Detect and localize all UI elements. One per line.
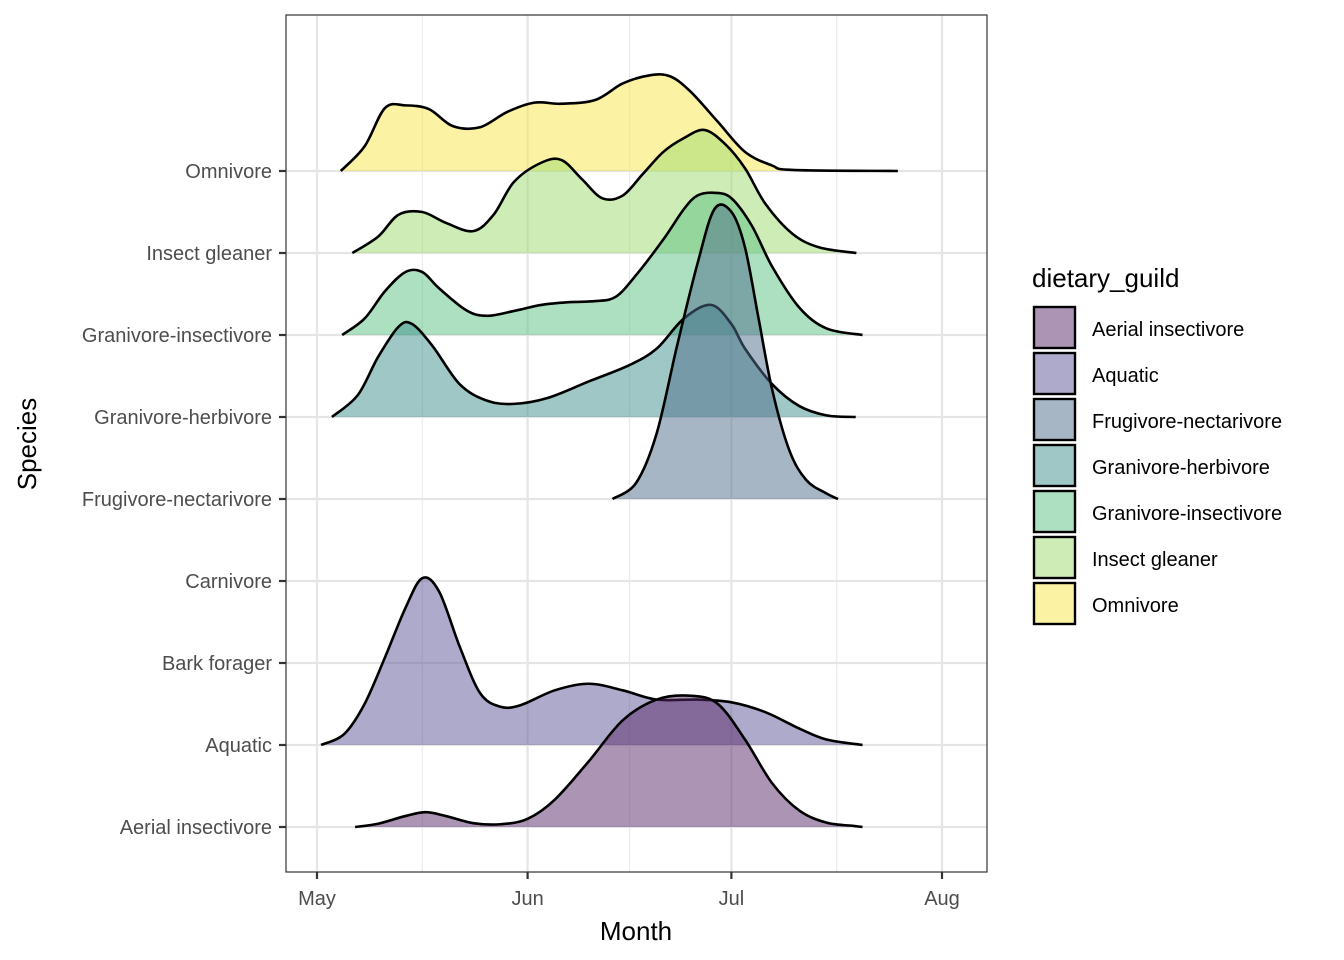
legend-key	[1032, 351, 1077, 396]
legend-label: Granivore-herbivore	[1092, 457, 1270, 479]
legend-key	[1032, 397, 1077, 442]
legend-label: Insect gleaner	[1092, 549, 1218, 571]
ridge-line-omnivore	[339, 73, 898, 173]
legend-label: Granivore-insectivore	[1092, 503, 1282, 525]
y-tick-label: Aerial insectivore	[120, 817, 272, 839]
y-axis: Aerial insectivore Aquatic Bark forager Car…	[82, 161, 286, 839]
legend: dietary_guild Aerial insectivore Aquatic F…	[1032, 263, 1282, 626]
y-tick-label: Granivore-herbivore	[94, 407, 272, 429]
ridge-line-insect-gleaner	[351, 128, 857, 255]
x-tick-label: Aug	[924, 888, 960, 910]
legend-label: Omnivore	[1092, 595, 1179, 617]
y-axis-title: Species	[12, 398, 42, 491]
ridge-line-aerial-insectivore	[354, 694, 863, 829]
ridge-fill-omnivore	[340, 74, 898, 171]
legend-key	[1032, 305, 1077, 350]
y-tick-label: Bark forager	[162, 653, 272, 675]
legend-label: Aerial insectivore	[1092, 319, 1244, 341]
x-tick-label: May	[298, 888, 336, 910]
ridge-line-frugivore-nectarivore	[611, 203, 839, 501]
legend-key	[1032, 489, 1077, 534]
ridge-fill-aquatic	[321, 577, 863, 745]
ridges	[320, 73, 898, 829]
ridge-line-aquatic	[320, 576, 863, 747]
x-tick-label: Jun	[511, 888, 543, 910]
y-tick-label: Aquatic	[205, 735, 272, 757]
ridge-line-granivore-insectivore	[341, 191, 863, 337]
x-axis: May Jun Jul Aug	[298, 872, 960, 910]
y-tick-label: Omnivore	[185, 161, 272, 183]
y-tick-label: Carnivore	[185, 571, 272, 593]
legend-label: Aquatic	[1092, 365, 1159, 387]
x-axis-title: Month	[600, 916, 672, 946]
legend-key	[1032, 581, 1077, 626]
y-tick-label: Insect gleaner	[146, 243, 272, 265]
plot-border	[285, 14, 988, 873]
legend-key	[1032, 535, 1077, 580]
legend-title: dietary_guild	[1032, 263, 1179, 293]
y-tick-label: Granivore-insectivore	[82, 325, 272, 347]
y-tick-label: Frugivore-nectarivore	[82, 489, 272, 511]
legend-key	[1032, 443, 1077, 488]
ridge-fill-aerial-insectivore	[355, 695, 863, 827]
legend-label: Frugivore-nectarivore	[1092, 411, 1282, 433]
ridge-fill-frugivore-nectarivore	[612, 204, 839, 499]
x-tick-label: Jul	[719, 888, 745, 910]
